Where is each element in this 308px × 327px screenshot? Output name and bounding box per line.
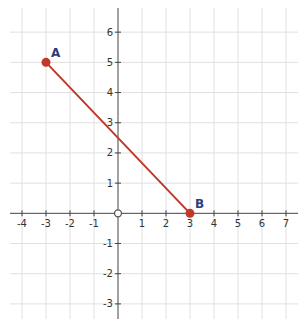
grid-line-x <box>190 8 191 319</box>
point <box>42 58 51 67</box>
x-tick-label: 3 <box>187 218 193 229</box>
grid-line-y <box>10 62 298 63</box>
y-tick <box>115 32 121 33</box>
grid-line-y <box>10 122 298 123</box>
y-tick-label: -3 <box>103 298 113 309</box>
y-tick-label: -1 <box>103 238 113 249</box>
grid-line-y <box>10 152 298 153</box>
grid-line-x <box>70 8 71 319</box>
x-tick <box>238 210 239 216</box>
y-tick-label: 6 <box>107 27 113 38</box>
x-tick <box>46 210 47 216</box>
grid-line-x <box>94 8 95 319</box>
y-tick <box>115 243 121 244</box>
y-tick-label: 1 <box>107 178 113 189</box>
y-tick <box>115 273 121 274</box>
x-tick-label: -3 <box>41 218 51 229</box>
y-tick-label: -2 <box>103 268 113 279</box>
origin-marker <box>115 210 122 217</box>
grid-line-y <box>10 273 298 274</box>
x-tick-label: 4 <box>211 218 217 229</box>
grid-line-x <box>22 8 23 319</box>
grid-line-y <box>10 92 298 93</box>
y-axis-line <box>118 8 119 319</box>
grid-line-x <box>238 8 239 319</box>
x-tick-label: 1 <box>139 218 145 229</box>
y-tick <box>115 183 121 184</box>
x-tick <box>262 210 263 216</box>
x-tick-label: 2 <box>163 218 169 229</box>
grid-line-y <box>10 303 298 304</box>
x-tick <box>94 210 95 216</box>
y-tick <box>115 62 121 63</box>
y-tick <box>115 122 121 123</box>
x-tick <box>70 210 71 216</box>
grid-line-y <box>10 183 298 184</box>
x-tick-label: -4 <box>17 218 27 229</box>
x-tick <box>286 210 287 216</box>
x-tick <box>166 210 167 216</box>
grid <box>10 8 298 319</box>
grid-line-x <box>46 8 47 319</box>
plot-area <box>42 58 195 218</box>
point-label: A <box>51 46 61 60</box>
y-tick-label: 5 <box>107 57 113 68</box>
grid-line-x <box>286 8 287 319</box>
grid-line-x <box>166 8 167 319</box>
point-label: B <box>195 197 204 211</box>
y-tick <box>115 303 121 304</box>
x-tick-label: 5 <box>235 218 241 229</box>
chart: -4-3-2-11234567-3-2-1123456AB <box>0 0 308 327</box>
x-tick-label: -2 <box>65 218 75 229</box>
y-tick <box>115 152 121 153</box>
x-tick <box>142 210 143 216</box>
y-tick-label: 4 <box>107 87 113 98</box>
x-tick-label: 6 <box>259 218 265 229</box>
x-tick-label: -1 <box>89 218 99 229</box>
grid-line-y <box>10 32 298 33</box>
y-tick <box>115 92 121 93</box>
y-tick-label: 2 <box>107 147 113 158</box>
grid-line-y <box>10 243 298 244</box>
x-axis-line <box>10 213 298 214</box>
x-tick <box>214 210 215 216</box>
point <box>186 209 195 218</box>
grid-line-x <box>262 8 263 319</box>
x-tick <box>22 210 23 216</box>
line <box>46 62 190 213</box>
grid-line-x <box>214 8 215 319</box>
x-tick-label: 7 <box>283 218 289 229</box>
